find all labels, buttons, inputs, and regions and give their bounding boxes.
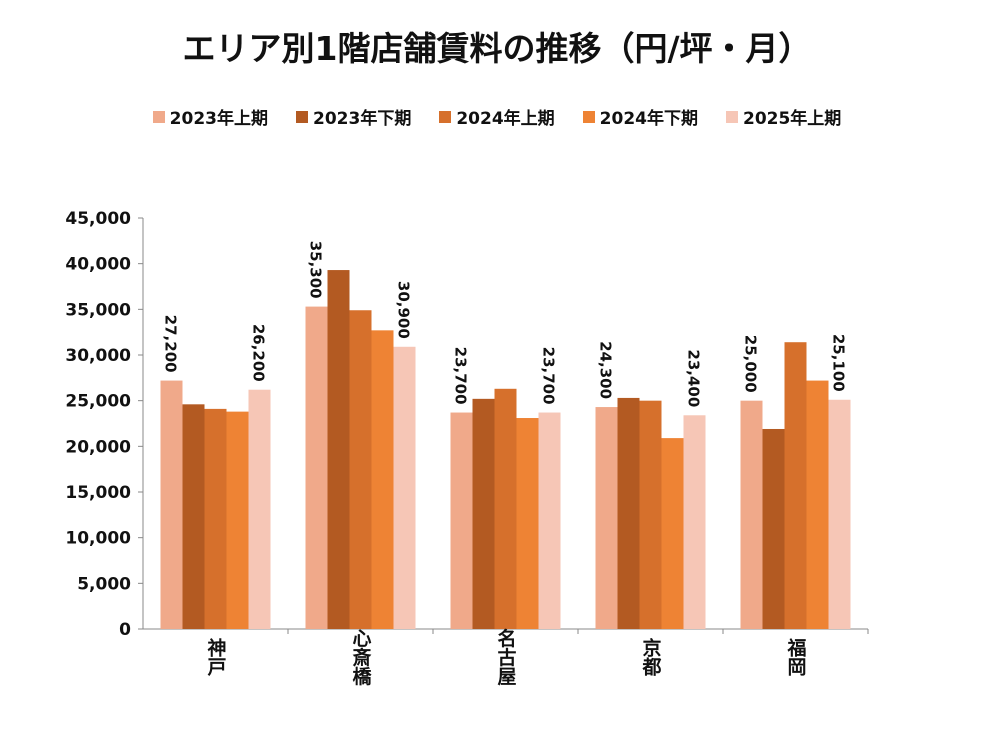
x-tick-label: 心斎橋: [350, 628, 372, 686]
bar: [349, 310, 372, 629]
bar: [393, 346, 416, 629]
data-label: 30,900: [395, 281, 413, 339]
bar: [740, 400, 763, 629]
bar: [538, 412, 561, 629]
legend-label: 2025年上期: [742, 109, 842, 129]
legend-item: 2024年上期: [439, 104, 555, 129]
y-tick-label: 0: [119, 620, 131, 640]
data-label: 23,400: [685, 349, 703, 407]
bar: [617, 397, 640, 629]
bar: [683, 415, 706, 629]
x-tick-label: 京都: [640, 637, 663, 676]
legend-item: 2023年下期: [296, 104, 411, 129]
data-label: 27,200: [162, 315, 180, 373]
legend-item: 2024年下期: [582, 104, 698, 129]
bar: [472, 398, 495, 629]
chart-title: エリア別1階店舗賃料の推移（円/坪・月）: [182, 29, 812, 68]
bar: [226, 411, 249, 629]
legend-swatch: [582, 110, 595, 123]
data-label: 25,100: [830, 334, 848, 392]
y-tick-label: 15,000: [65, 483, 131, 503]
x-tick-label: 神戸: [205, 637, 227, 677]
y-tick-label: 45,000: [65, 209, 131, 229]
y-tick-label: 30,000: [65, 346, 131, 366]
legend-item: 2023年上期: [152, 104, 268, 129]
x-tick-label: 福岡: [785, 637, 808, 676]
bar: [327, 270, 350, 629]
bar: [371, 330, 394, 629]
data-label: 35,300: [307, 241, 325, 299]
legend-label: 2023年上期: [169, 109, 268, 129]
bar: [248, 389, 271, 629]
legend-swatch: [296, 110, 308, 123]
y-tick-label: 40,000: [65, 255, 131, 275]
bar: [784, 342, 807, 629]
bar: [160, 380, 183, 629]
data-label: 23,700: [540, 347, 558, 405]
legend-label: 2024年上期: [456, 109, 555, 129]
bar: [204, 408, 227, 629]
bar: [828, 399, 851, 629]
bar: [516, 418, 539, 629]
legend-label: 2024年下期: [599, 109, 698, 129]
bar: [182, 404, 205, 629]
bar: [806, 380, 829, 629]
bar: [639, 400, 662, 629]
y-tick-label: 25,000: [65, 392, 131, 412]
data-label: 25,000: [742, 335, 760, 393]
y-tick-label: 20,000: [65, 437, 131, 457]
x-tick-label: 名古屋: [495, 627, 517, 686]
bar: [762, 428, 785, 629]
legend-label: 2023年下期: [313, 109, 412, 129]
y-tick-label: 35,000: [65, 300, 131, 320]
bar: [661, 438, 684, 629]
legend-item: 2025年上期: [725, 104, 842, 129]
bar: [595, 407, 618, 629]
y-tick-label: 10,000: [65, 529, 131, 549]
bar: [494, 388, 517, 629]
legend-swatch: [725, 110, 738, 123]
legend-swatch: [152, 110, 165, 123]
data-label: 26,200: [250, 324, 268, 382]
bar: [305, 306, 328, 629]
legend-swatch: [439, 110, 452, 123]
data-label: 23,700: [452, 347, 470, 405]
bar: [450, 412, 473, 629]
data-label: 24,300: [597, 341, 615, 399]
legend: 2023年上期 2023年下期 2024年上期 2024年下期 2025年上期: [0, 104, 994, 129]
y-tick-label: 5,000: [77, 574, 131, 594]
